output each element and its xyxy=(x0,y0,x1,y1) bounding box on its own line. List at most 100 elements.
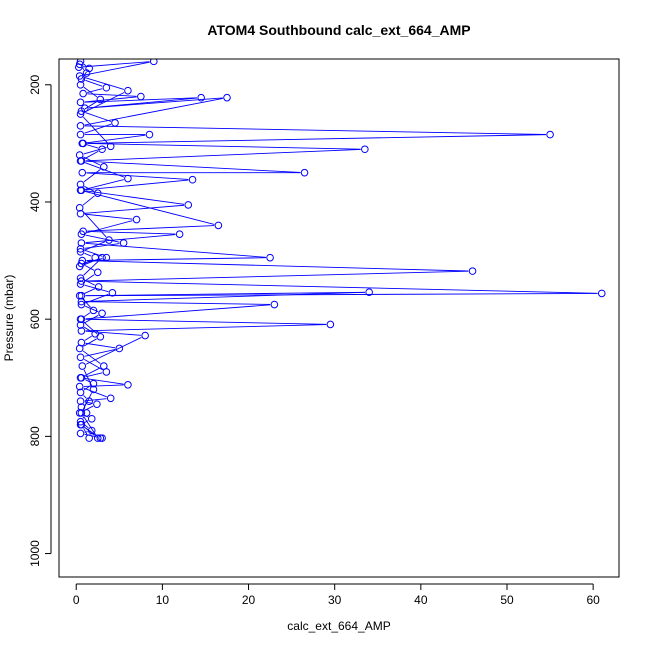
series-segment xyxy=(84,335,92,341)
data-point xyxy=(75,151,84,159)
series-segment xyxy=(81,67,85,71)
data-point xyxy=(597,289,606,298)
data-point xyxy=(119,239,128,247)
data-point xyxy=(76,157,85,165)
series-segment xyxy=(84,279,96,286)
data-point xyxy=(76,274,85,282)
series-segment xyxy=(83,260,100,276)
series-segment xyxy=(83,147,107,155)
series-segment xyxy=(85,342,116,349)
series-segment xyxy=(85,372,103,378)
data-point xyxy=(365,288,373,297)
data-point xyxy=(77,327,86,335)
data-point xyxy=(76,180,85,189)
data-point xyxy=(98,253,106,262)
series-segment xyxy=(85,280,598,294)
series-segment xyxy=(84,401,93,404)
series-segment xyxy=(82,416,85,419)
data-point xyxy=(105,236,113,244)
series-segment xyxy=(84,150,99,160)
y-tick-label: 400 xyxy=(28,192,42,212)
data-point xyxy=(77,230,86,239)
data-point xyxy=(546,130,554,139)
series-segment xyxy=(85,305,99,313)
data-point xyxy=(326,320,335,329)
series-segment xyxy=(84,185,95,192)
x-tick-label: 60 xyxy=(586,593,600,607)
series-segment xyxy=(85,318,327,325)
data-point xyxy=(124,174,132,183)
data-point xyxy=(85,397,93,406)
data-point xyxy=(98,309,106,318)
data-point xyxy=(75,262,84,271)
data-point xyxy=(96,332,105,341)
series-segment xyxy=(83,338,97,347)
series-segment xyxy=(83,428,88,435)
data-point xyxy=(75,204,84,212)
data-point xyxy=(87,414,96,423)
data-point xyxy=(137,92,145,101)
series-segment xyxy=(83,86,98,98)
series-segment xyxy=(86,144,99,149)
series-segment xyxy=(85,301,271,305)
series-segment xyxy=(84,92,125,113)
series-segment xyxy=(85,291,365,302)
data-point xyxy=(96,434,105,442)
series-segment xyxy=(84,123,112,134)
x-tick-label: 30 xyxy=(328,593,342,607)
data-point xyxy=(76,98,85,107)
series-segment xyxy=(83,61,150,76)
data-point xyxy=(124,86,132,95)
series-segment xyxy=(84,379,90,383)
data-point xyxy=(100,163,108,171)
series-segment xyxy=(83,416,96,435)
data-point xyxy=(77,107,86,115)
series-segment xyxy=(89,97,223,109)
series-segment xyxy=(84,420,89,424)
series-segment xyxy=(84,265,95,271)
data-point xyxy=(102,83,111,92)
series-segment xyxy=(84,398,107,402)
series-segment xyxy=(83,321,98,335)
data-point xyxy=(145,130,154,139)
data-point xyxy=(108,289,117,297)
data-point xyxy=(270,300,279,309)
data-point xyxy=(106,142,115,151)
series-segment xyxy=(84,431,88,433)
series-0 xyxy=(76,59,606,442)
x-axis-title: calc_ext_664_AMP xyxy=(287,619,390,633)
series-segment xyxy=(82,350,101,364)
series-1 xyxy=(75,60,193,442)
data-point xyxy=(223,93,231,102)
y-tick-label: 800 xyxy=(28,426,42,446)
data-point xyxy=(75,382,84,391)
series-segment xyxy=(84,377,124,385)
data-point xyxy=(93,189,102,197)
series-segment xyxy=(85,324,327,332)
series-segment xyxy=(83,426,98,437)
series-segment xyxy=(83,259,92,265)
series-segment xyxy=(83,156,101,166)
series-segment xyxy=(82,298,91,308)
y-tick-label: 200 xyxy=(28,74,42,94)
series-segment xyxy=(86,260,469,272)
data-point xyxy=(76,110,85,118)
chart-title: ATOM4 Southbound calc_ext_664_AMP xyxy=(207,22,470,38)
series-segment xyxy=(84,179,189,191)
y-tick-label: 600 xyxy=(28,309,42,329)
data-point xyxy=(100,362,108,370)
series-layer xyxy=(75,59,606,442)
data-point xyxy=(75,60,84,69)
data-point xyxy=(76,429,85,438)
data-point xyxy=(75,72,84,80)
data-point xyxy=(300,168,309,177)
data-point xyxy=(76,245,85,253)
series-segment xyxy=(83,405,94,412)
data-point xyxy=(115,344,124,353)
data-point xyxy=(76,315,85,323)
series-segment xyxy=(86,257,266,261)
series-segment xyxy=(86,172,189,180)
data-point xyxy=(76,420,85,429)
data-point xyxy=(93,268,102,277)
data-point xyxy=(184,201,193,209)
